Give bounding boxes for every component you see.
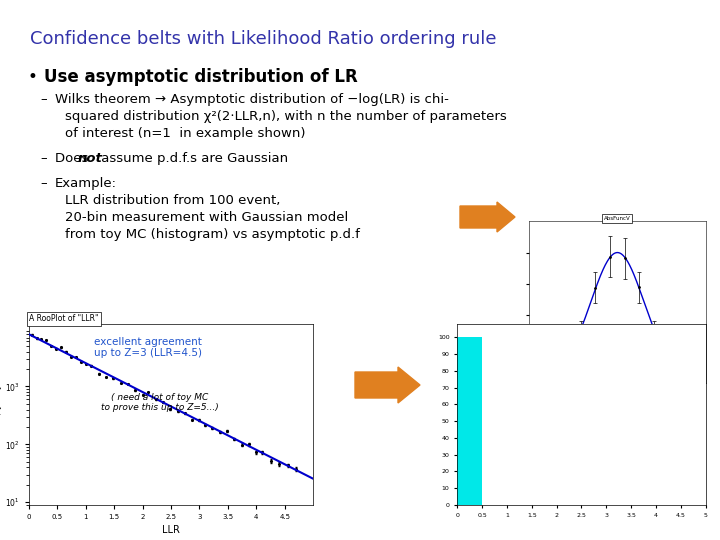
Text: from toy MC (histogram) vs asymptotic p.d.f: from toy MC (histogram) vs asymptotic p.… bbox=[65, 228, 360, 241]
Text: squared distribution χ²(2⋅LLR,n), with n the number of parameters: squared distribution χ²(2⋅LLR,n), with n… bbox=[65, 110, 507, 123]
Text: not: not bbox=[78, 152, 103, 165]
Text: LLR distribution from 100 event,: LLR distribution from 100 event, bbox=[65, 194, 280, 207]
Text: –: – bbox=[40, 152, 47, 165]
Text: 20-bin measurement with Gaussian model: 20-bin measurement with Gaussian model bbox=[65, 211, 348, 224]
Text: –: – bbox=[40, 93, 47, 106]
Text: assume p.d.f.s are Gaussian: assume p.d.f.s are Gaussian bbox=[97, 152, 288, 165]
FancyArrow shape bbox=[460, 202, 515, 232]
Title: AbsFuncV: AbsFuncV bbox=[604, 216, 631, 221]
Text: A RooPlot of "LLR": A RooPlot of "LLR" bbox=[29, 314, 99, 323]
Text: of interest (n=1  in example shown): of interest (n=1 in example shown) bbox=[65, 127, 305, 140]
FancyArrow shape bbox=[355, 367, 420, 403]
Text: Example:: Example: bbox=[55, 177, 117, 190]
Text: Does: Does bbox=[55, 152, 93, 165]
Bar bbox=[457, 338, 482, 505]
X-axis label: LLR: LLR bbox=[162, 525, 180, 536]
Text: Confidence belts with Likelihood Ratio ordering rule: Confidence belts with Likelihood Ratio o… bbox=[30, 30, 497, 48]
Text: Wilks theorem → Asymptotic distribution of −log(LR) is chi-: Wilks theorem → Asymptotic distribution … bbox=[55, 93, 449, 106]
Text: •: • bbox=[28, 68, 38, 86]
Text: ( need a lot of toy MC
to prove this up to Z=5...): ( need a lot of toy MC to prove this up … bbox=[101, 393, 218, 412]
Text: –: – bbox=[40, 177, 47, 190]
Text: Use asymptotic distribution of LR: Use asymptotic distribution of LR bbox=[44, 68, 358, 86]
Y-axis label: Events / [ 0.1 ]: Events / [ 0.1 ] bbox=[0, 387, 2, 442]
Text: excellent agreement
up to Z=3 (LLR=4.5): excellent agreement up to Z=3 (LLR=4.5) bbox=[94, 336, 202, 358]
